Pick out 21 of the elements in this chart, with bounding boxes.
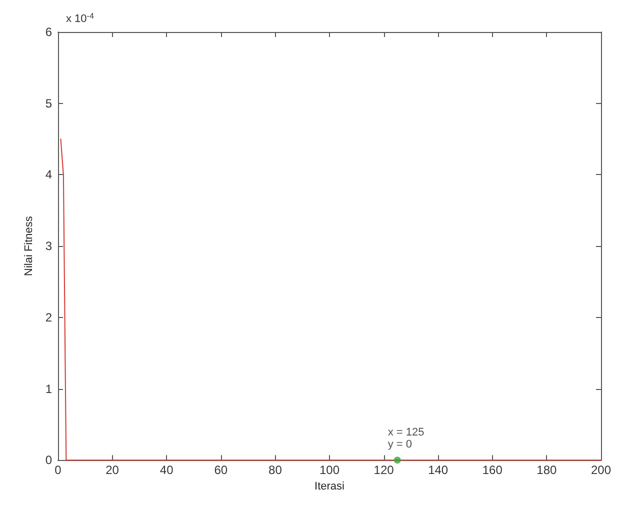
x-tick-label: 60 — [214, 463, 228, 478]
y-axis-title: Nilai Fitness — [22, 216, 35, 276]
x-tick-label: 160 — [482, 463, 503, 478]
x-tick-label: 0 — [54, 463, 62, 478]
y-tick-label: 5 — [45, 96, 52, 110]
x-tick-label: 200 — [590, 463, 612, 478]
x-tick-label: 80 — [268, 463, 282, 478]
x-tick-label: 100 — [319, 463, 340, 478]
x-axis-title: Iterasi — [314, 480, 344, 492]
y-tick-label: 1 — [45, 382, 52, 396]
annotation: x = 125 y = 0 — [388, 426, 424, 451]
x-tick-label: 180 — [536, 463, 558, 478]
y-tick-label: 0 — [45, 453, 52, 468]
y-tick-label: 4 — [45, 168, 52, 182]
y-tick-label: 6 — [45, 25, 52, 39]
y-tick-label: 2 — [45, 310, 52, 324]
x-tick-label: 40 — [160, 463, 174, 478]
y-tick-label: 3 — [45, 239, 52, 254]
x-tick-label: 140 — [428, 463, 448, 478]
x-tick-label: 20 — [106, 463, 120, 478]
x-tick-label: 120 — [374, 463, 394, 478]
